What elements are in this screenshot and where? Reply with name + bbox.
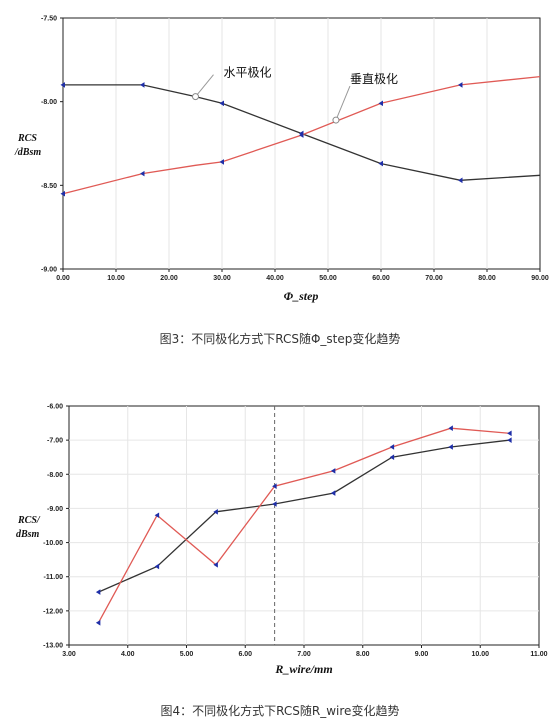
annotation-label: 水平极化 (224, 66, 272, 80)
annotation-dot (332, 116, 340, 124)
series-2-point (154, 512, 160, 519)
series-2-point (330, 468, 336, 474)
series-1-point (389, 454, 395, 461)
y-tick-label: -6.00 (47, 404, 63, 411)
x-tick-label: 7.00 (297, 651, 311, 658)
y-tick-label: -13.00 (43, 643, 63, 650)
series-1-point (330, 490, 336, 496)
x-tick-label: 9.00 (415, 651, 429, 658)
x-tick-label: 4.00 (121, 651, 135, 658)
series-1-point (95, 589, 101, 595)
x-tick-label: 60.00 (372, 275, 390, 282)
series-markers-1 (60, 82, 463, 197)
x-tick-label: 10.00 (107, 275, 125, 282)
chart-1: 0.00 10.00 20.00 30.00 40.00 50.00 60.00 70.00 8… (14, 16, 549, 347)
series-1-point (213, 509, 218, 515)
x-tick-label: 10.00 (471, 651, 489, 658)
x-tick-label: 3.00 (62, 651, 76, 658)
series-2-point (389, 444, 395, 450)
x-axis-label-2: R_wire/mm (274, 662, 332, 676)
caption-1: 图3：不同极化方式下RCS随Φ_step变化趋势 (160, 331, 401, 346)
y-ticks-2: -6.00 -7.00 -8.00 -9.00 -10.00 -11.00 -12.00 -1… (43, 404, 69, 650)
series-1-point (60, 82, 65, 88)
y-tick-label: -11.00 (44, 574, 64, 581)
x-tick-label: 40.00 (266, 275, 284, 282)
annotation-dot (192, 93, 199, 101)
series-2-point (458, 82, 463, 88)
series-line-1 (63, 84, 541, 181)
caption-2: 图4：不同极化方式下RCS随R_wire变化趋势 (161, 703, 400, 718)
series-2-point (95, 620, 101, 626)
y-tick-label: -9.00 (41, 267, 57, 274)
x-tick-label: 70.00 (425, 275, 443, 282)
y-tick-label: -7.50 (41, 16, 57, 23)
series-2-point (272, 483, 277, 490)
series-1-point (458, 177, 463, 184)
series-2-point (378, 100, 383, 107)
y-tick-label: -8.00 (47, 472, 63, 479)
series-2-point (213, 561, 218, 568)
y-tick-label: -7.00 (47, 438, 63, 445)
annotation-label: 垂直极化 (350, 72, 398, 86)
series-2-point (60, 190, 65, 197)
series-markers-2 (95, 425, 512, 626)
chart-2: 3.00 4.00 5.00 6.00 7.00 8.00 9.00 10.00 11.00 -… (16, 404, 548, 719)
series-1-point (448, 444, 453, 450)
series-2-point (299, 132, 304, 138)
x-tick-label: 5.00 (180, 651, 194, 658)
x-axis-label-1: Φ_step (284, 289, 319, 303)
annotations-1: 水平极化 垂直极化 (192, 66, 398, 124)
x-ticks-2: 3.00 4.00 5.00 6.00 7.00 8.00 9.00 10.00 11.00 (62, 645, 548, 658)
y-axis-label-2-line2: dBsm (16, 529, 40, 540)
y-axis-label-2-line1: RCS/ (17, 515, 41, 526)
y-tick-label: -9.00 (47, 506, 63, 513)
series-2-point (219, 159, 224, 165)
series-line-2 (97, 427, 510, 624)
plot-area-1 (62, 17, 541, 270)
y-tick-label: -8.50 (41, 183, 57, 190)
x-tick-label: 6.00 (238, 651, 252, 658)
series-1-point (140, 82, 145, 88)
series-1-point (219, 100, 224, 107)
annotation-leader (335, 85, 351, 121)
series-1-point (272, 501, 277, 507)
grid-2 (69, 406, 539, 645)
y-axis-label-1-line1: RCS (17, 133, 37, 144)
x-tick-label: 50.00 (319, 275, 337, 282)
series-1-point (378, 160, 383, 167)
series-line-1 (98, 439, 510, 593)
series-2-point (140, 170, 145, 177)
series-1-point (154, 563, 160, 570)
series-1-point (507, 437, 512, 443)
x-tick-label: 90.00 (531, 275, 549, 282)
x-tick-label: 0.00 (56, 275, 70, 282)
series-2-point (507, 430, 512, 437)
x-tick-label: 30.00 (213, 275, 231, 282)
series-lines-2 (97, 427, 510, 624)
series-lines-1 (62, 75, 541, 195)
annotation-leader (195, 74, 214, 97)
y-tick-label: -8.00 (41, 99, 57, 106)
x-tick-label: 8.00 (356, 651, 370, 658)
y-tick-label: -10.00 (43, 540, 63, 547)
y-tick-label: -12.00 (43, 608, 63, 615)
y-axis-label-1-line2: /dBsm (14, 147, 41, 158)
series-line-2 (62, 75, 541, 195)
x-tick-label: 11.00 (530, 651, 547, 658)
series-2-point (448, 425, 453, 431)
x-tick-label: 20.00 (160, 275, 178, 282)
x-ticks-1: 0.00 10.00 20.00 30.00 40.00 50.00 60.00 70.00 8… (56, 269, 549, 282)
y-ticks-1: -7.50 -8.00 -8.50 -9.00 (41, 16, 63, 274)
x-tick-label: 80.00 (478, 275, 496, 282)
